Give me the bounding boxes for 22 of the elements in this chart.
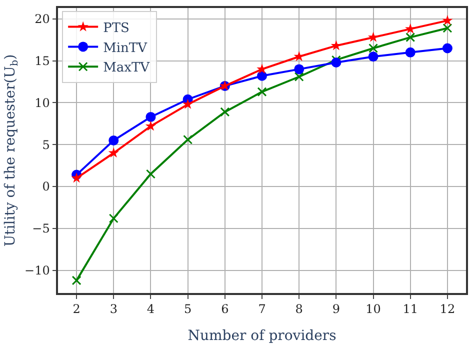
x-tick-label: 6 [221, 302, 229, 316]
y-tick-label: −5 [32, 222, 50, 236]
y-tick-label: 10 [34, 96, 50, 110]
x-tick-label: 8 [295, 302, 303, 316]
legend-label: PTS [103, 20, 130, 36]
x-axis-title: Number of providers [188, 328, 336, 344]
x-tick-label: 4 [146, 302, 155, 316]
x-tick-label: 11 [402, 302, 418, 316]
y-tick-label: 0 [42, 180, 50, 194]
x-tick-label: 12 [440, 302, 456, 316]
x-tick-label: 7 [258, 302, 266, 316]
y-tick-label: −10 [24, 264, 50, 278]
x-tick-label: 5 [184, 302, 192, 316]
legend-label: MaxTV [103, 60, 150, 76]
y-tick-label: 20 [34, 12, 50, 26]
y-tick-label: 15 [34, 54, 50, 68]
legend-label: MinTV [103, 40, 148, 56]
y-tick-label: 5 [42, 138, 50, 152]
x-tick-label: 9 [332, 302, 340, 316]
x-tick-label: 3 [110, 302, 118, 316]
x-tick-label: 2 [72, 302, 80, 316]
x-tick-label: 10 [366, 302, 381, 316]
